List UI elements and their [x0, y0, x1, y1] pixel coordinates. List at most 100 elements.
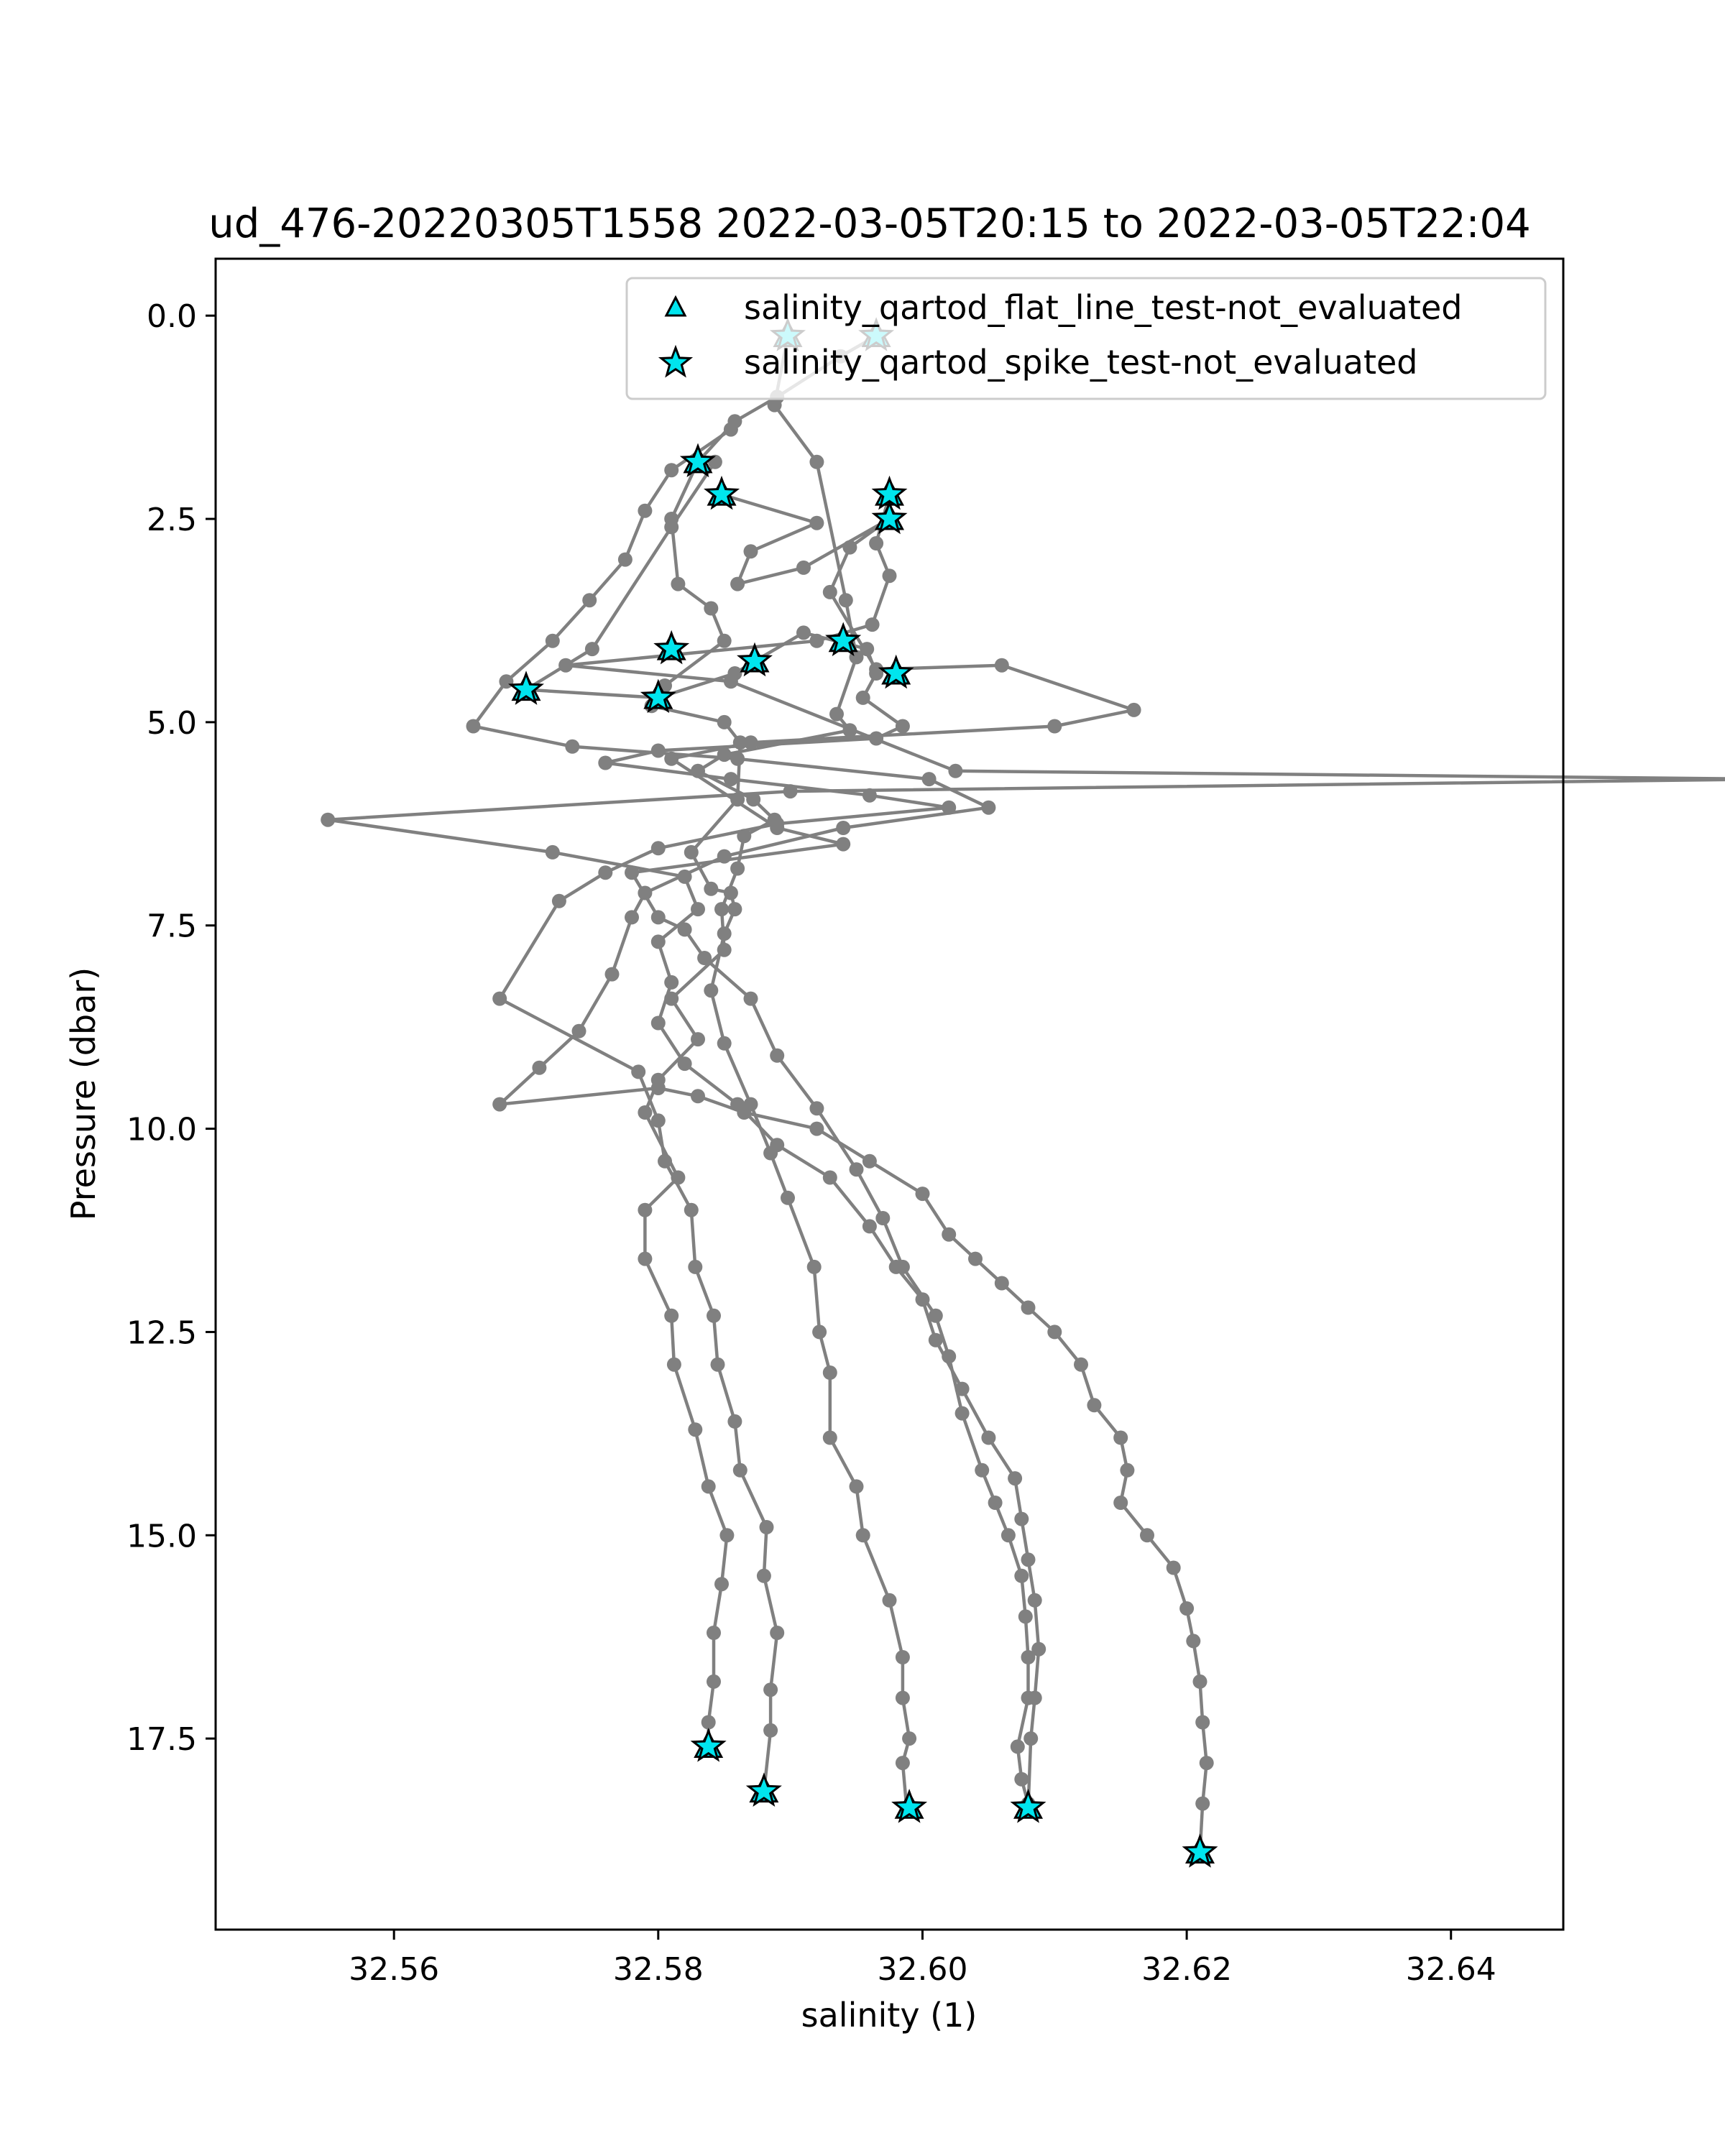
data-point [545, 633, 560, 648]
data-point [981, 800, 996, 815]
data-point [862, 788, 877, 803]
data-point [638, 503, 653, 518]
data-point [942, 1227, 957, 1242]
spike-flag-marker [891, 1789, 928, 1823]
data-point [677, 922, 692, 937]
data-point [691, 763, 705, 778]
data-point [759, 1520, 774, 1534]
data-point [836, 821, 851, 835]
data-point [1018, 1609, 1033, 1624]
data-point [677, 869, 692, 884]
y-tick-label: 15.0 [126, 1518, 197, 1554]
data-point [707, 1308, 721, 1323]
data-point [822, 1365, 837, 1380]
data-point [862, 1153, 877, 1169]
data-point [1179, 1601, 1195, 1616]
data-point [781, 1190, 795, 1205]
data-point [882, 1593, 897, 1608]
data-point [737, 1105, 752, 1120]
data-point [625, 865, 639, 880]
data-point [723, 674, 738, 689]
y-axis-label: Pressure (dbar) [64, 967, 103, 1220]
data-point [842, 723, 857, 738]
chart-title: ud_476-20220305T1558 2022-03-05T20:15 to… [208, 201, 1531, 247]
data-point [1195, 1796, 1210, 1811]
data-point [855, 1528, 870, 1543]
data-point [822, 1170, 837, 1185]
data-point [717, 942, 732, 957]
data-point [650, 1113, 666, 1128]
data-point [809, 515, 824, 530]
spike-flag-marker [825, 622, 862, 657]
data-point [582, 593, 597, 608]
data-point [565, 739, 580, 754]
data-point [732, 735, 748, 750]
data-point [727, 1414, 742, 1429]
data-point [1113, 1430, 1128, 1445]
y-tick-label: 7.5 [147, 908, 197, 945]
data-point [664, 751, 679, 766]
data-point [875, 1211, 891, 1225]
data-point [770, 1138, 785, 1153]
legend-label-flat-line: salinity_qartod_flat_line_test-not_evalu… [744, 288, 1462, 327]
legend: salinity_qartod_flat_line_test-not_evalu… [625, 277, 1547, 400]
data-point [1047, 719, 1062, 734]
data-point [829, 706, 844, 722]
data-point [723, 422, 738, 437]
data-point [838, 593, 853, 608]
data-point [604, 967, 620, 982]
data-point [842, 540, 857, 555]
data-point [770, 821, 785, 835]
data-point [1027, 1593, 1042, 1608]
data-point [664, 1308, 679, 1323]
data-point [928, 1332, 943, 1348]
data-point [598, 865, 613, 880]
data-point [710, 1357, 725, 1372]
data-point [809, 633, 824, 648]
data-point [915, 1292, 930, 1307]
data-point [730, 792, 745, 807]
data-point [1195, 1715, 1210, 1730]
data-point [638, 1202, 653, 1217]
data-point [783, 784, 798, 799]
data-point [650, 1015, 666, 1031]
data-point [707, 1626, 721, 1640]
spike-flag-marker [508, 671, 544, 705]
data-point [809, 1121, 824, 1136]
spike-flag-marker [653, 630, 690, 665]
data-point [723, 772, 738, 787]
data-point [701, 1479, 716, 1494]
data-point [812, 1325, 827, 1340]
profile-line [650, 334, 911, 1808]
data-point [558, 658, 574, 673]
data-point [763, 1723, 778, 1738]
x-tick-label: 32.56 [349, 1951, 439, 1988]
data-point [677, 1056, 692, 1072]
data-point [638, 885, 653, 900]
data-point [895, 1650, 910, 1664]
spike-flag-marker [1010, 1789, 1046, 1823]
data-point [796, 625, 811, 640]
data-point [849, 1479, 864, 1494]
data-point [1027, 1690, 1042, 1705]
data-point [895, 1756, 910, 1771]
data-point [746, 792, 761, 807]
data-point [743, 991, 758, 1006]
data-point [492, 1097, 507, 1112]
data-point [981, 1430, 996, 1445]
data-point [743, 735, 758, 750]
data-point [921, 772, 937, 787]
data-point [822, 1430, 837, 1445]
legend-star-marker [658, 344, 694, 378]
data-point [770, 1626, 785, 1640]
y-tick-label: 17.5 [126, 1721, 197, 1758]
data-point [869, 536, 884, 550]
data-point [684, 844, 699, 860]
spike-flag-marker [690, 1728, 727, 1762]
data-point [638, 1105, 653, 1120]
data-point [1014, 1568, 1029, 1583]
y-tick-label: 0.0 [147, 298, 197, 335]
data-point [671, 1170, 686, 1185]
data-point [915, 1187, 930, 1202]
